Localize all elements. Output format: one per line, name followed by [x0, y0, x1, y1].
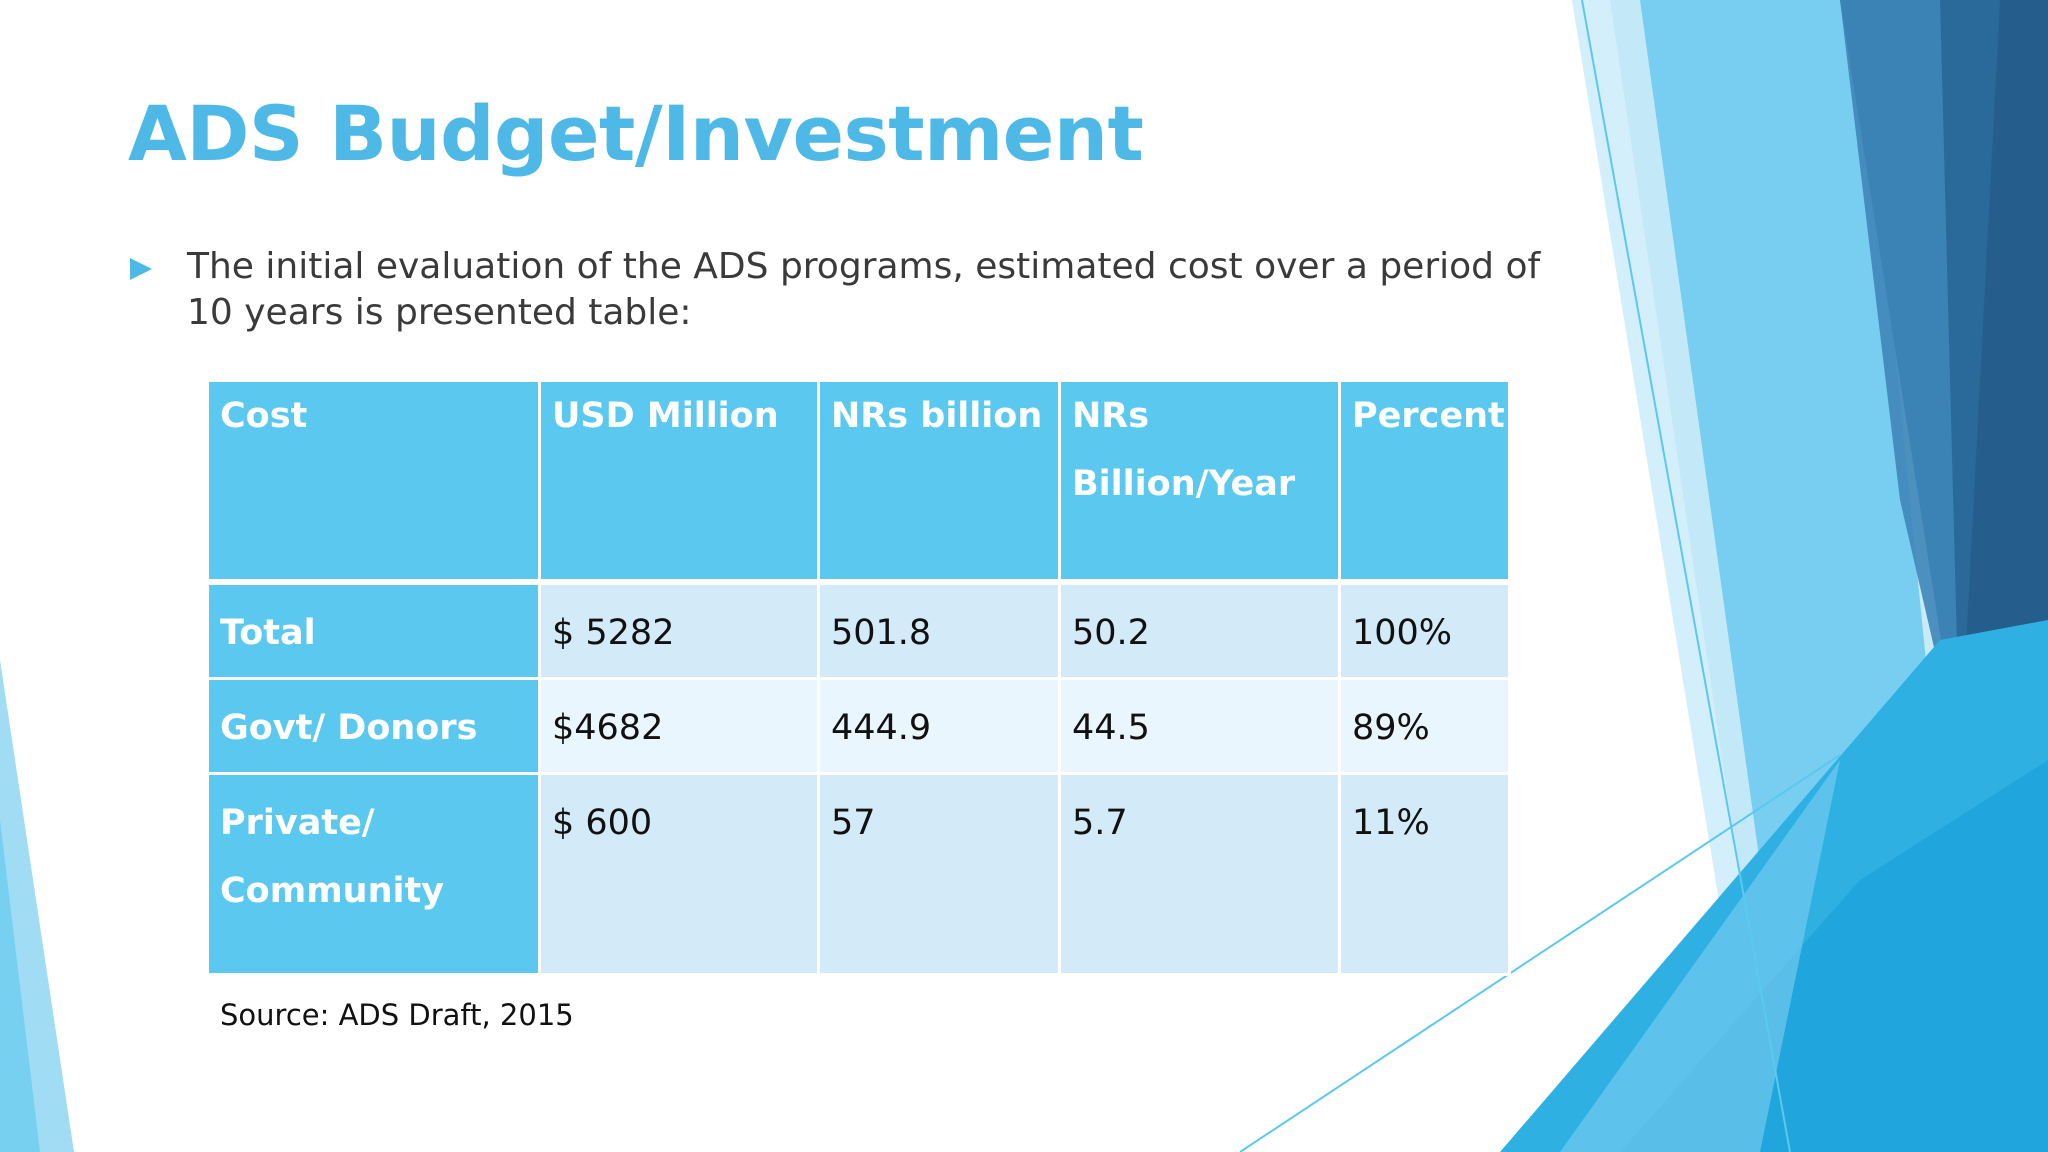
cell-nrs-billion: 57 [817, 771, 1061, 976]
table-row: Total $ 5282 501.8 50.2 100% [206, 580, 1511, 680]
cell-usd-million: $ 600 [538, 771, 820, 976]
bottom-right-pale-triangle [1560, 760, 1840, 1152]
header-cost: Cost [206, 379, 541, 585]
thin-diagonal-line-2 [1239, 754, 1841, 1152]
table-header-row: Cost USD Million NRs billion NRs Billion… [206, 379, 1511, 585]
cell-nrs-billion-per-year: 44.5 [1058, 676, 1341, 775]
cell-percent: 100% [1338, 580, 1511, 680]
cell-usd-million: $ 5282 [538, 580, 820, 680]
right-deep-strip [1960, 0, 2048, 760]
header-nrs-billion-per-year: NRs Billion/Year [1058, 379, 1341, 585]
cell-nrs-billion-per-year: 50.2 [1058, 580, 1341, 680]
row-label-total: Total [206, 580, 541, 680]
budget-table: Cost USD Million NRs billion NRs Billion… [206, 379, 1511, 976]
cell-percent: 11% [1338, 771, 1511, 976]
cell-nrs-billion-per-year: 5.7 [1058, 771, 1341, 976]
slide-title: ADS Budget/Investment [128, 89, 1144, 178]
cell-percent: 89% [1338, 676, 1511, 775]
bullet-text: The initial evaluation of the ADS progra… [187, 246, 1541, 333]
header-percent: Percent [1338, 379, 1511, 585]
table-row: Private/ Community $ 600 57 5.7 11% [206, 771, 1511, 976]
cell-nrs-billion: 501.8 [817, 580, 1061, 680]
header-nrs-billion: NRs billion [817, 379, 1061, 585]
right-steel-band [1840, 0, 1960, 760]
row-label-private-community: Private/ Community [206, 771, 541, 976]
table-row: Govt/ Donors $4682 444.9 44.5 89% [206, 676, 1511, 775]
header-usd-million: USD Million [538, 379, 820, 585]
left-edge-shard-deep [0, 820, 40, 1152]
triangle-bullet-icon [130, 258, 152, 280]
cell-usd-million: $4682 [538, 676, 820, 775]
thin-diagonal-line-1 [1581, 0, 1791, 1152]
bullet-item: The initial evaluation of the ADS progra… [130, 244, 1560, 336]
source-note: Source: ADS Draft, 2015 [220, 998, 574, 1032]
row-label-govt-donors: Govt/ Donors [206, 676, 541, 775]
cell-nrs-billion: 444.9 [817, 676, 1061, 775]
